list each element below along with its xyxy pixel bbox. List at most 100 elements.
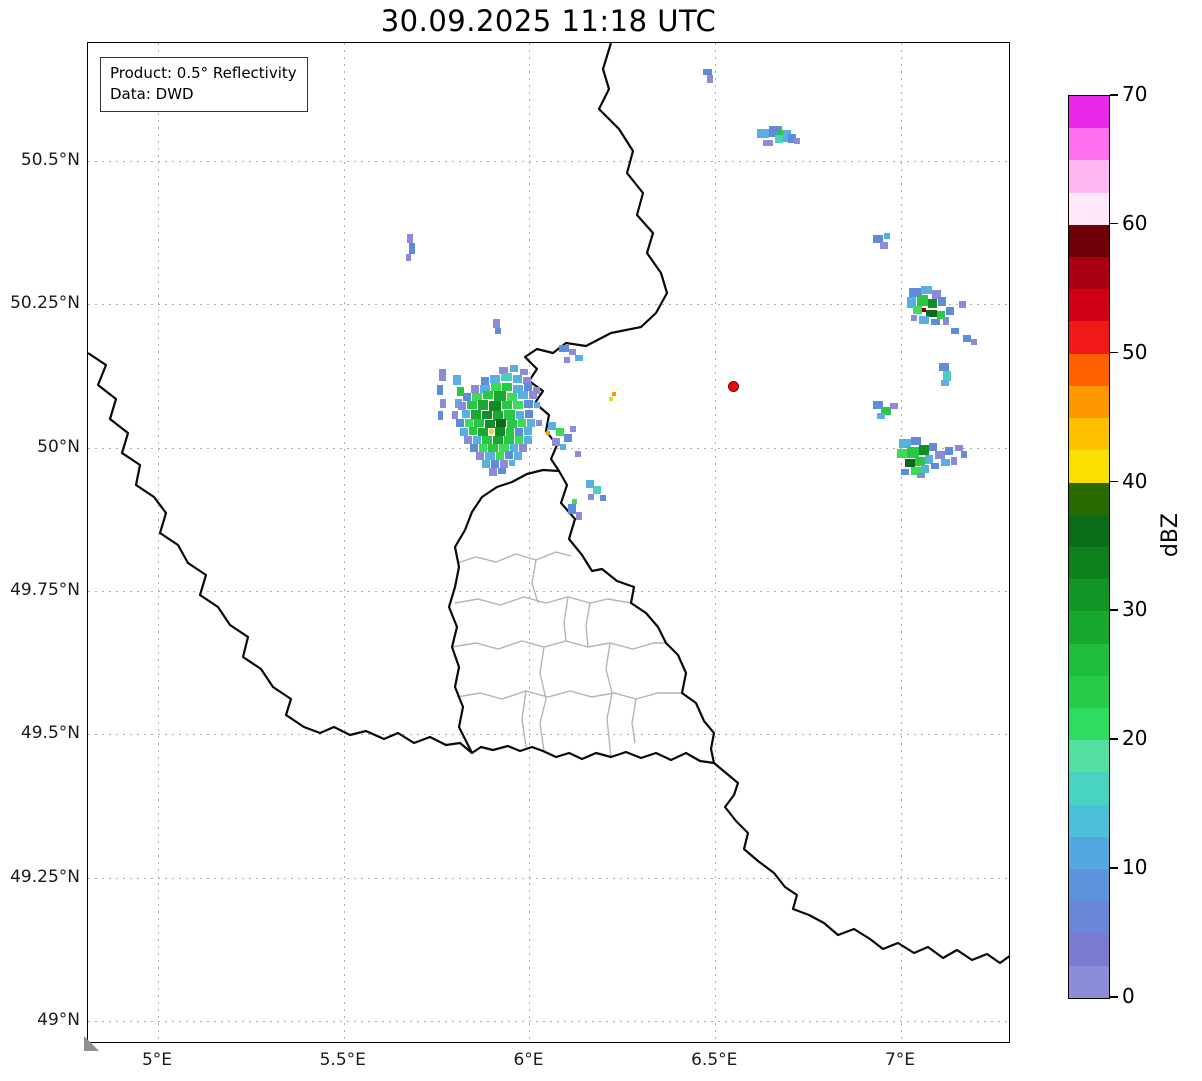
radar-echo-cell [509,460,515,466]
radar-echo-cell [911,467,921,475]
radar-echo-cell [951,457,957,465]
radar-echo-cell [496,452,504,460]
radar-echo-cell [775,135,783,143]
radar-echo-cell [919,316,929,324]
radar-echo-cell [481,377,489,385]
radar-echo-cell [568,504,576,514]
radar-echo-cell [456,419,464,427]
gridline-lat [88,734,1009,736]
colorbar-tick-label: 60 [1122,210,1148,235]
lon-tick-label: 6.5°E [691,1050,738,1070]
radar-echo-cell [513,401,523,409]
radar-echo-cell [757,129,769,138]
colorbar-band [1069,450,1109,483]
radar-echo-cell [907,297,916,308]
radar-echo-cell [500,460,508,468]
border-france-germany [713,762,1009,965]
colorbar-band [1069,611,1109,644]
radar-echo-cell [913,306,922,314]
radar-echo-cell [472,393,482,401]
radar-echo-cell [929,443,937,451]
colorbar-band [1069,772,1109,805]
radar-echo-cell [794,138,800,144]
radar-echo-cell [873,235,883,243]
radar-echo-cell [464,436,472,444]
radar-echo-cell [707,75,713,83]
gridline-lon [715,43,717,1042]
colorbar-band [1069,514,1109,547]
radar-echo-cell [493,411,503,421]
radar-echo-cell [491,383,501,391]
radar-echo-cell [478,400,488,410]
gridline-lon [157,43,159,1042]
colorbar-tick-label: 70 [1122,82,1148,106]
colorbar-unit-label: dBZ [1158,513,1183,558]
radar-echo-cell [483,391,493,399]
radar-echo-cell [524,427,532,435]
radar-echo-cell [899,439,911,448]
gridline-lon [900,43,902,1042]
gridline-lon [343,43,345,1042]
colorbar-tickmark [1110,351,1118,354]
radar-echo-cell [493,319,500,328]
radar-echo-cell [510,365,518,372]
plot-title: 30.09.2025 11:18 UTC [380,4,717,38]
radar-echo-cell [496,419,506,427]
radar-echo-cell [911,437,921,445]
gridline-lon [529,43,531,1042]
radar-echo-cell [560,444,566,450]
map-plot-area: Product: 0.5° Reflectivity Data: DWD [87,42,1010,1043]
lon-tick-label: 7°E [884,1050,916,1070]
radar-echo-cell [963,335,971,342]
gridline-lat [88,877,1009,879]
radar-echo-cell [959,301,966,308]
radar-echo-cell [778,130,783,135]
radar-echo-cell [482,436,492,444]
border-luxembourg [447,468,716,765]
radar-echo-cell [884,233,890,239]
colorbar-band [1069,128,1109,161]
colorbar-band [1069,289,1109,322]
radar-echo-cell [917,473,925,478]
national-borders [88,43,1009,965]
radar-echo-cell [501,373,512,381]
radar-echo-cell [588,494,594,500]
radar-echo-cell [462,410,470,418]
radar-echo-cell [485,420,495,428]
radar-echo-cell [513,375,522,383]
radar-echo-cell [470,444,478,452]
radar-echo-cell [516,411,524,419]
radar-echo-cell [506,428,514,436]
gridline-lat [88,1021,1009,1022]
radar-echo-cell [518,391,528,399]
radar-echo-cell [921,286,932,294]
radar-site-marker [728,381,739,392]
radar-echo-cell [482,411,492,419]
colorbar [1068,95,1110,999]
lon-tick-label: 5°E [141,1050,173,1070]
radar-echo-cell [941,380,949,386]
colorbar-tick-label: 40 [1122,468,1148,493]
radar-echo-cell [489,468,497,476]
radar-echo-cell [928,299,937,308]
radar-echo-cell [463,393,471,401]
radar-echo-cell [499,367,508,374]
radar-echo-cell [525,410,533,418]
radar-echo-cell [478,428,488,436]
radar-echo-cell [600,495,606,501]
radar-echo-cell [931,319,940,325]
radar-echo-cell [921,465,929,473]
radar-echo-cell [570,426,576,432]
radar-echo-cell [502,383,512,391]
radar-echo-cell [564,357,570,363]
radar-echo-cell [409,243,415,254]
radar-echo-cell [524,436,532,444]
data-source-label: Data: DWD [110,85,194,103]
radar-echo-cell [519,444,527,452]
radar-echo-cell [955,445,963,451]
radar-echo-cell [569,349,576,355]
radar-echo-cell [905,459,915,467]
lat-tick-label: 49.75°N [10,580,80,600]
radar-echo-cell [498,468,506,474]
radar-echo-cell [507,393,517,401]
